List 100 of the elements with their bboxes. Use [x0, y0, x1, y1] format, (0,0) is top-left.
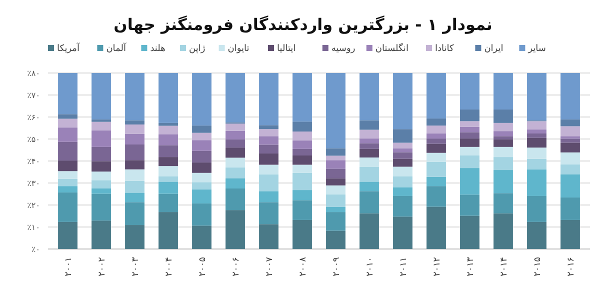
bar [460, 146, 480, 156]
bar [393, 158, 412, 167]
legend-label: هلند [150, 44, 166, 54]
bar [259, 164, 278, 174]
bar [527, 73, 546, 120]
bar [125, 134, 144, 144]
chart-title: نمودار ۱ - بزرگترین واردکنندگان فرومنگنز جهان [114, 15, 492, 34]
bar [259, 154, 278, 165]
bar [527, 134, 546, 138]
bar [292, 220, 312, 249]
bar [226, 158, 245, 168]
bar [494, 193, 513, 214]
bar [292, 140, 312, 149]
x-tick-label: ۲۰۱۴ [499, 256, 510, 276]
bar [393, 216, 412, 249]
x-tick-label: ۲۰۱۱ [398, 257, 409, 276]
bar [494, 146, 513, 158]
bar [58, 142, 78, 161]
bar [460, 132, 480, 139]
bar [58, 222, 78, 249]
bar [393, 187, 412, 196]
x-tick-label: ۲۰۰۵ [198, 256, 208, 276]
bar [125, 169, 144, 181]
bar [259, 224, 278, 249]
bar [494, 170, 513, 194]
y-tick-label: ٪۸۰ [27, 68, 40, 78]
bar [125, 124, 144, 134]
bar [192, 182, 212, 190]
bar [158, 145, 178, 158]
bar [125, 160, 144, 170]
bar [92, 130, 111, 147]
bar [460, 138, 480, 147]
bar [58, 192, 78, 222]
bar [58, 114, 78, 119]
bar [326, 148, 346, 156]
bar [125, 192, 144, 202]
bar [125, 202, 144, 226]
bar [226, 210, 245, 249]
bar [326, 160, 346, 169]
bar [92, 220, 111, 249]
bar [560, 142, 580, 152]
bar [560, 198, 580, 220]
bar [259, 191, 278, 202]
bar [426, 162, 446, 177]
bar [460, 216, 480, 249]
bar [426, 133, 446, 139]
legend-label: ژاپن [189, 44, 206, 54]
bar [393, 166, 412, 176]
bar [226, 148, 245, 158]
bar [360, 130, 379, 139]
bar [92, 161, 111, 172]
bar [158, 126, 178, 134]
legend-label: سایر [527, 44, 546, 54]
bar [92, 180, 111, 188]
bar [125, 73, 144, 120]
bar [259, 144, 278, 154]
bar [259, 202, 278, 224]
bar [426, 126, 446, 134]
legend-label: روسیه [331, 44, 356, 54]
bar [560, 152, 580, 165]
bar [292, 132, 312, 141]
bar [527, 130, 546, 134]
bar [192, 226, 212, 249]
bar [527, 158, 546, 170]
bar [192, 140, 212, 151]
bar [326, 206, 346, 212]
bar [92, 194, 111, 221]
bar [292, 200, 312, 220]
bar [125, 120, 144, 124]
bar [360, 182, 379, 192]
bar [527, 222, 546, 249]
x-tick-label: ۲۰۱۲ [432, 256, 442, 276]
bar [158, 73, 178, 123]
bar [226, 130, 245, 140]
bar [58, 73, 78, 114]
legend-label: تایوان [228, 44, 250, 54]
x-tick-label: ۲۰۰۶ [231, 256, 242, 276]
bar [326, 212, 346, 231]
bar [460, 121, 480, 127]
bar [360, 120, 379, 130]
bar [460, 73, 480, 110]
bar [494, 110, 513, 123]
bar [259, 73, 278, 126]
bar [92, 119, 111, 122]
bar [393, 73, 412, 130]
bar [92, 172, 111, 180]
bar [393, 129, 412, 143]
bar [259, 174, 278, 192]
bar [494, 157, 513, 170]
bar [426, 152, 446, 162]
legend-label: آلمان [106, 42, 126, 54]
bar [158, 134, 178, 146]
bar [192, 73, 212, 126]
bar [158, 157, 178, 166]
bar [426, 118, 446, 126]
bar [494, 73, 513, 110]
x-tick-label: ۲۰۱۰ [365, 257, 376, 276]
bar [192, 132, 212, 140]
bar [125, 180, 144, 193]
bar [92, 122, 111, 130]
